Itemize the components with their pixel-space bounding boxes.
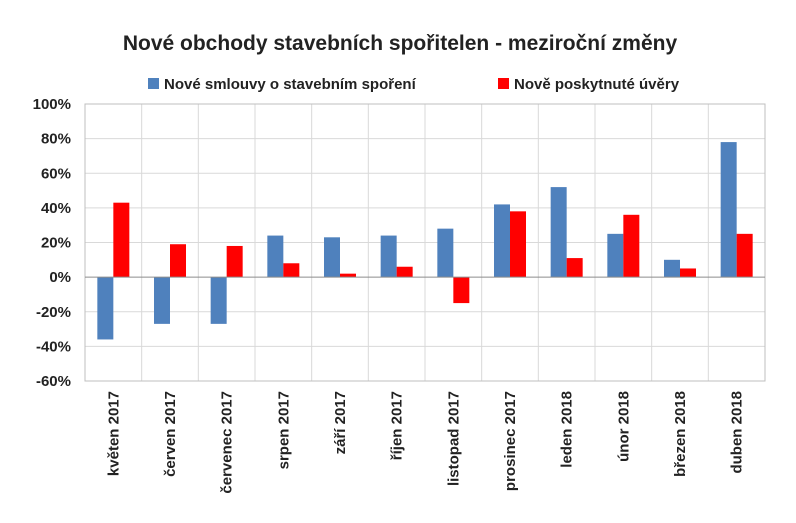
chart-title: Nové obchody stavebních spořitelen - mez… [123,32,678,55]
x-category-label: červen 2017 [162,391,179,477]
bar-series-2 [510,211,526,278]
x-category-label: listopad 2017 [445,391,462,486]
bar-series-2 [680,268,696,278]
bar-series-1 [550,187,567,278]
bar-series-2 [453,277,470,304]
legend-label-series-2: Nově poskytnuté úvěry [514,76,680,93]
gridlines [84,103,766,382]
x-category-label: prosinec 2017 [502,391,519,491]
plot-frame [84,103,766,382]
y-tick-label: 0% [49,269,71,286]
y-tick-label: 80% [41,131,71,148]
x-category-label: únor 2018 [615,391,632,462]
y-tick-label: -20% [36,304,71,321]
bar-series-1 [664,259,680,278]
bar-series-1 [324,237,340,278]
legend-swatch-series-2 [498,78,509,89]
legend: Nové smlouvy o stavebním spoření Nově po… [148,76,680,93]
x-category-label: září 2017 [332,391,349,454]
bar-series-2 [396,266,413,278]
bar-series-2 [283,263,300,278]
bar-series-1 [97,277,114,340]
bar-series-1 [607,233,624,278]
legend-label-series-1: Nové smlouvy o stavebním spoření [164,76,417,93]
x-category-label: srpen 2017 [275,391,292,469]
bar-series-1 [267,235,284,278]
bar-series-1 [154,277,170,324]
y-tick-label: 60% [41,165,71,182]
bar-series-2 [340,273,356,278]
legend-swatch-series-1 [148,78,159,89]
bar-series-1 [380,235,397,278]
bar-series-2 [113,202,130,278]
bar-series-2 [170,244,186,278]
x-axis-categories: květen 2017 červen 2017 červenec 2017 srpen… [105,391,745,494]
x-category-label: květen 2017 [105,391,122,476]
y-tick-label: -60% [36,373,71,390]
y-tick-label: -40% [36,338,71,355]
bar-series-1 [437,228,454,278]
axes [84,103,766,382]
bar-series-2 [623,214,640,278]
y-tick-label: 100% [33,96,71,113]
x-category-label: říjen 2017 [389,391,406,460]
bars [97,142,753,340]
y-tick-label: 20% [41,235,71,252]
y-axis-ticks: -60% -40% -20% 0% 20% 40% 60% 80% 100% [33,96,71,390]
bar-series-1 [494,204,510,278]
bar-series-2 [736,233,753,278]
bar-series-2 [566,258,583,278]
x-category-label: duben 2018 [729,391,746,474]
x-category-label: leden 2018 [559,391,576,468]
x-category-label: březen 2018 [672,391,689,477]
y-tick-label: 40% [41,200,71,217]
bar-series-1 [210,277,227,324]
x-category-label: červenec 2017 [219,391,236,494]
bar-series-2 [226,245,243,278]
bar-series-1 [720,142,737,278]
